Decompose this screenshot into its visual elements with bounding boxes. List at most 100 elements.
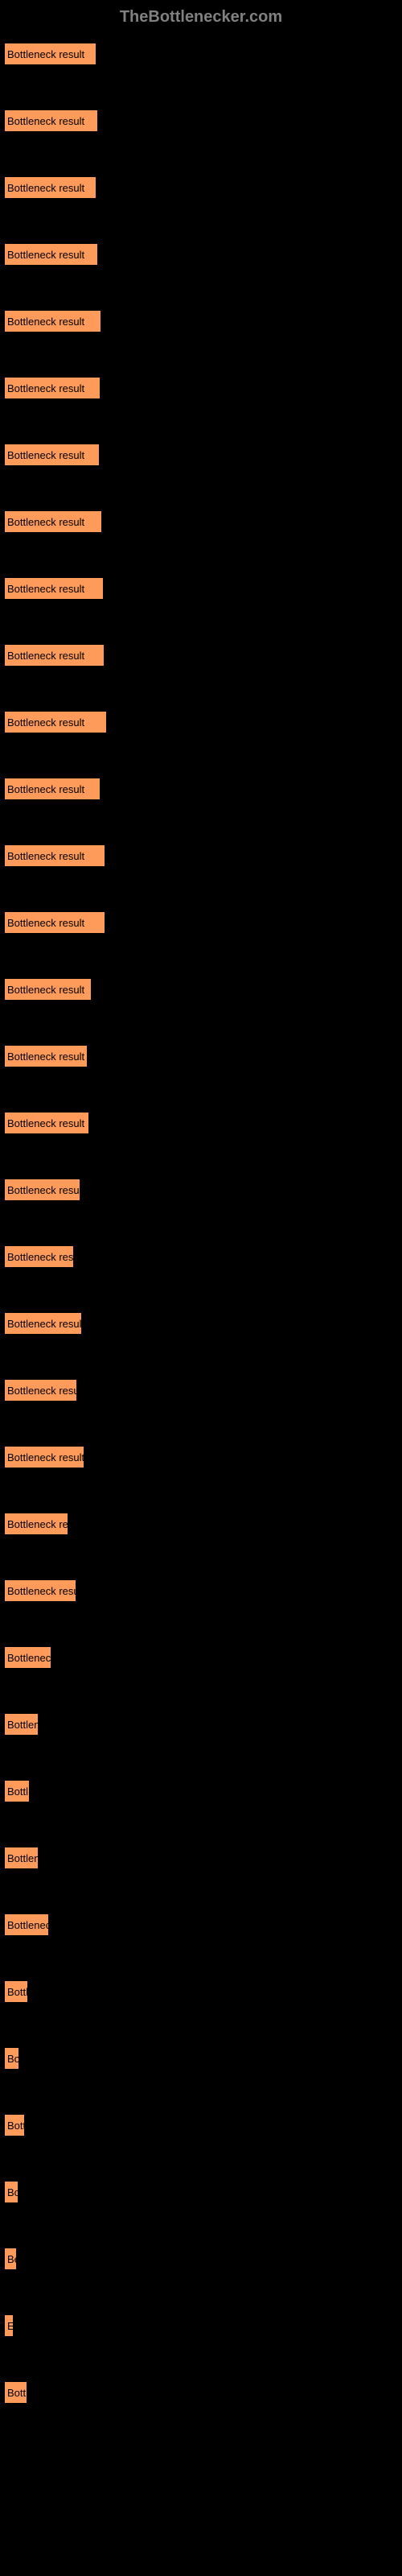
bar-row: Bottleneck resu (4, 1379, 398, 1402)
bar-row: Bottlenec (4, 1646, 398, 1669)
bar-row: Bottleneck result (4, 577, 398, 600)
bar-label: Bottleneck result (7, 783, 84, 795)
bar-label: Bottleneck result (7, 716, 84, 729)
bar: Bott (4, 2114, 25, 2136)
bar-label: Bott (7, 2387, 26, 2399)
bar: Be (4, 2248, 17, 2270)
bar-label: Bo (7, 2053, 19, 2065)
bar-row: Bottleneck result (4, 711, 398, 733)
bar-label: Bottleneck result (7, 583, 84, 595)
bar-label: Bottleneck result (7, 382, 84, 394)
bar: Bottleneck result (4, 778, 100, 800)
bar: Bottleneck resu (4, 1379, 77, 1402)
bar-label: Bottleneck result (7, 650, 84, 662)
bar: Bottl (4, 1980, 28, 2003)
bar-label: Bottleneck result (7, 115, 84, 127)
bar: Bottleneck res (4, 1245, 74, 1268)
bar: Bottleneck result (4, 43, 96, 65)
bar-row: Bottleneck result (4, 1045, 398, 1067)
bar-row: Bottleneck result (4, 243, 398, 266)
bar: Bottlen (4, 1713, 39, 1736)
bar: Bottleneck result (4, 1112, 89, 1134)
bar-row: Bottleneck result (4, 1179, 398, 1201)
bar-label: Bottleneck re (7, 1518, 68, 1530)
bar: Bottleneck result (4, 911, 105, 934)
bar-label: Bottleneck res (7, 1251, 73, 1263)
bar-label: Bottleneck result (7, 1051, 84, 1063)
bar-label: Bottleneck result (7, 449, 84, 461)
bar-row: Bo (4, 2047, 398, 2070)
bar: Bottleneck result (4, 109, 98, 132)
bar-row: Bo (4, 2181, 398, 2203)
bar: Bottleneck result (4, 176, 96, 199)
bar-row: Bottl (4, 1780, 398, 1802)
bar: Bottleneck result (4, 644, 105, 667)
header-title: TheBottlenecker.com (0, 8, 402, 27)
bar: Bottlen (4, 1847, 39, 1869)
bar: Bottleneck result (4, 978, 92, 1001)
bar: E (4, 2314, 14, 2337)
bar-row: Bottleneck result (4, 510, 398, 533)
bar-row: Bottleneck result (4, 778, 398, 800)
bar-label: Bottleneck result (7, 1117, 84, 1129)
bar: Bott (4, 2381, 27, 2404)
bar-label: E (7, 2320, 14, 2332)
bar: Bottlenec (4, 1646, 51, 1669)
bar-row: Bottleneck result (4, 978, 398, 1001)
bar: Bo (4, 2047, 19, 2070)
bar-row: Bottleneck result (4, 1312, 398, 1335)
bar-row: Bottleneck result (4, 176, 398, 199)
bar-label: Bottleneck result (7, 48, 84, 60)
bar: Bottleneck re (4, 1513, 68, 1535)
bar: Bottleneck result (4, 377, 100, 399)
bar-label: Bottleneck resu (7, 1585, 76, 1597)
bar-label: Bottleneck result (7, 249, 84, 261)
bar: Bottleneck result (4, 310, 101, 332)
bar-row: Bottleneck result (4, 444, 398, 466)
bar: Bottl (4, 1780, 30, 1802)
bar-row: Bott (4, 2114, 398, 2136)
bar-row: Bottlenec (4, 1913, 398, 1936)
bar-chart: Bottleneck result Bottleneck result Bottle… (0, 43, 402, 2404)
bar-label: Bottleneck result (7, 1318, 82, 1330)
bar-row: Bottleneck re (4, 1513, 398, 1535)
bar-label: Bo (7, 2186, 18, 2198)
bar-label: Bottlenec (7, 1652, 51, 1664)
bar: Bottleneck result (4, 1045, 88, 1067)
bar-row: Bottlen (4, 1713, 398, 1736)
bar-row: Bottleneck result (4, 844, 398, 867)
bar-label: Bottlenec (7, 1919, 49, 1931)
bar: Bottleneck result (4, 444, 100, 466)
bar-row: Bottleneck result (4, 1446, 398, 1468)
bar-label: Bottleneck result (7, 1184, 80, 1196)
bar-row: Bottleneck result (4, 644, 398, 667)
bar: Bottleneck result (4, 1446, 84, 1468)
bar-row: Bottleneck result (4, 310, 398, 332)
bar-label: Bottleneck result (7, 984, 84, 996)
bar-label: Bottl (7, 1986, 28, 1998)
bar-label: Bottleneck result (7, 316, 84, 328)
bar-label: Be (7, 2253, 17, 2265)
bar-row: Bott (4, 2381, 398, 2404)
bar-row: Bottlen (4, 1847, 398, 1869)
bar-label: Bottlen (7, 1852, 39, 1864)
bar-row: Bottleneck result (4, 1112, 398, 1134)
bar: Bottleneck result (4, 1179, 80, 1201)
bar-row: Bottleneck result (4, 109, 398, 132)
bar-label: Bottleneck result (7, 917, 84, 929)
bar-label: Bottleneck result (7, 1451, 84, 1463)
bar: Bottleneck result (4, 510, 102, 533)
bar-label: Bottl (7, 1785, 28, 1798)
bar-row: Bottleneck result (4, 377, 398, 399)
bar-label: Bott (7, 2120, 25, 2132)
bar: Bottleneck resu (4, 1579, 76, 1602)
bar-label: Bottleneck resu (7, 1385, 77, 1397)
bar: Bo (4, 2181, 18, 2203)
bar-label: Bottleneck result (7, 850, 84, 862)
bar-row: Be (4, 2248, 398, 2270)
bar: Bottleneck result (4, 844, 105, 867)
bar-row: Bottleneck resu (4, 1579, 398, 1602)
bar: Bottlenec (4, 1913, 49, 1936)
bar-label: Bottleneck result (7, 516, 84, 528)
bar-label: Bottlen (7, 1719, 39, 1731)
